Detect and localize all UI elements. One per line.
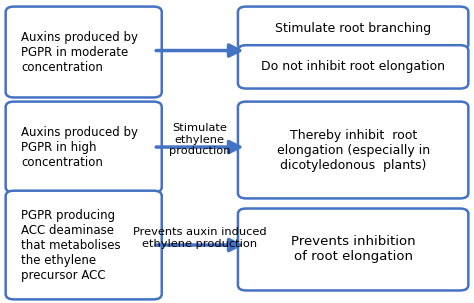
FancyBboxPatch shape bbox=[6, 7, 162, 98]
FancyBboxPatch shape bbox=[238, 7, 468, 50]
Text: Do not inhibit root elongation: Do not inhibit root elongation bbox=[261, 60, 445, 73]
FancyBboxPatch shape bbox=[6, 102, 162, 192]
Text: Prevents auxin induced
ethylene production: Prevents auxin induced ethylene producti… bbox=[133, 227, 267, 249]
Text: Stimulate root branching: Stimulate root branching bbox=[275, 22, 431, 35]
FancyBboxPatch shape bbox=[238, 45, 468, 88]
Text: Auxins produced by
PGPR in moderate
concentration: Auxins produced by PGPR in moderate conc… bbox=[21, 31, 138, 74]
FancyBboxPatch shape bbox=[238, 208, 468, 291]
FancyBboxPatch shape bbox=[6, 191, 162, 299]
Text: Auxins produced by
PGPR in high
concentration: Auxins produced by PGPR in high concentr… bbox=[21, 125, 138, 168]
Text: Stimulate
ethylene
production: Stimulate ethylene production bbox=[169, 123, 230, 156]
Text: Prevents inhibition
of root elongation: Prevents inhibition of root elongation bbox=[291, 235, 415, 264]
Text: Thereby inhibit  root
elongation (especially in
dicotyledonous  plants): Thereby inhibit root elongation (especia… bbox=[276, 128, 430, 171]
Text: PGPR producing
ACC deaminase
that metabolises
the ethylene
precursor ACC: PGPR producing ACC deaminase that metabo… bbox=[21, 208, 120, 281]
FancyBboxPatch shape bbox=[238, 102, 468, 198]
